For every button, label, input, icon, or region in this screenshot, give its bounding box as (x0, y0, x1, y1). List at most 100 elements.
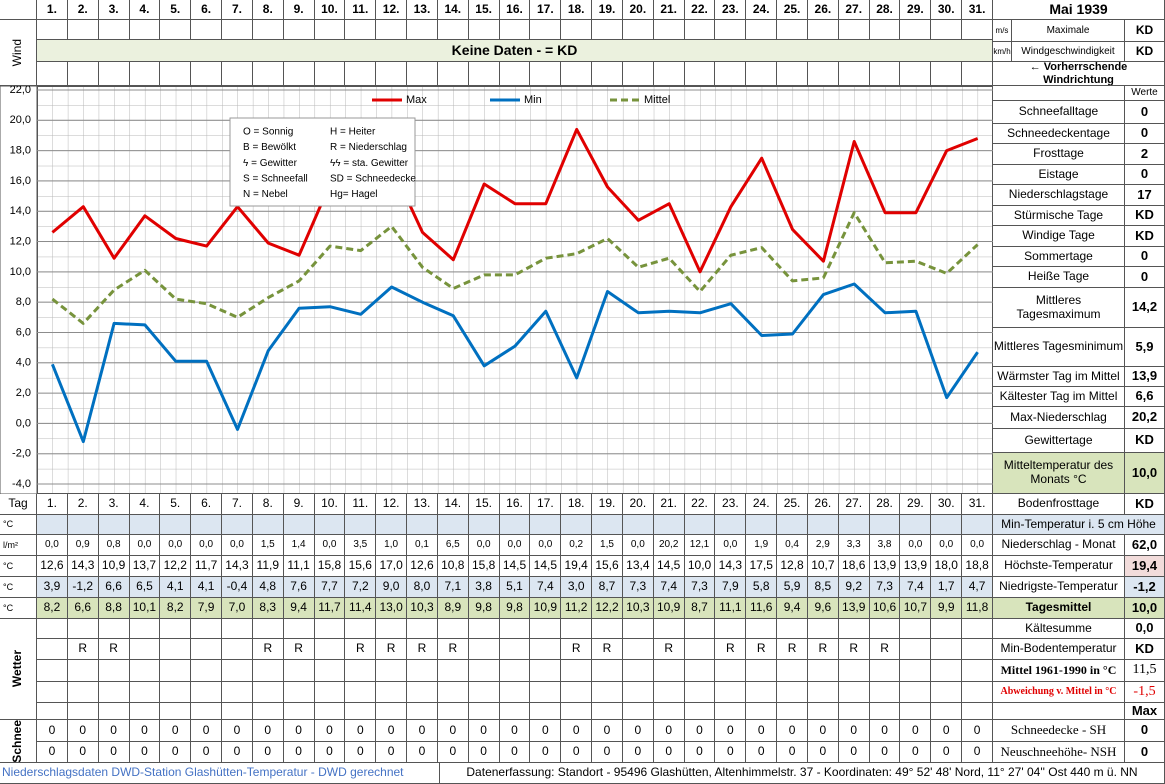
wind-cell (98, 62, 130, 86)
data-cell: 0 (37, 742, 68, 763)
data-cell (129, 682, 161, 703)
day-header: 14. (437, 494, 469, 515)
data-cell: 0,0 (314, 535, 346, 556)
stat-label: Schneedeckentage (993, 124, 1125, 144)
data-cell (838, 619, 870, 639)
series-line (51, 211, 979, 325)
data-cell: -1,2 (67, 577, 99, 598)
wind-cell (499, 62, 531, 86)
data-cell: 8,7 (592, 577, 623, 598)
data-cell (931, 703, 963, 720)
day-header: 19. (592, 494, 623, 515)
stat-label: Heiße Tage (993, 267, 1125, 288)
summary-label: Niederschlag - Monat (993, 535, 1125, 556)
data-cell: 0 (777, 720, 808, 742)
wind-cell (530, 20, 562, 40)
legend-label: Mittel (644, 94, 670, 106)
data-cell: 0 (838, 742, 870, 763)
summary-value: -1,5 (1125, 682, 1165, 703)
data-cell: 12,6 (37, 556, 68, 577)
data-cell (715, 515, 747, 535)
summary-label: Niedrigste-Temperatur (993, 577, 1125, 598)
data-cell (345, 682, 377, 703)
data-cell: 0 (160, 742, 192, 763)
data-cell: -0,4 (222, 577, 253, 598)
wind-cell (345, 62, 377, 86)
wind-cell (592, 20, 623, 40)
data-cell: 0 (900, 720, 932, 742)
data-cell: 1,5 (252, 535, 284, 556)
summary-value: -1,2 (1125, 577, 1165, 598)
day-header: 23. (715, 0, 747, 20)
month-title: Mai 1939 (993, 0, 1165, 20)
data-cell (283, 619, 315, 639)
day-header: 21. (653, 494, 685, 515)
data-cell: 0 (129, 742, 161, 763)
wind-cell (160, 20, 192, 40)
data-cell (283, 703, 315, 720)
data-cell (684, 515, 716, 535)
data-cell: 0 (37, 720, 68, 742)
series-line (51, 282, 979, 444)
data-cell (684, 660, 716, 682)
data-cell: 0 (252, 720, 284, 742)
data-cell: 0 (222, 720, 253, 742)
data-cell: 3,0 (561, 577, 593, 598)
data-cell (746, 703, 778, 720)
summary-value: 0 (1125, 720, 1165, 742)
data-cell: 0 (746, 720, 778, 742)
data-cell (869, 703, 901, 720)
wind-cell (376, 20, 408, 40)
data-cell (376, 660, 408, 682)
data-cell: 6,5 (437, 535, 469, 556)
stat-value: 2 (1125, 144, 1165, 165)
data-cell: 7,0 (222, 598, 253, 619)
wind-cell (777, 20, 808, 40)
stat-label: Frosttage (993, 144, 1125, 165)
data-cell (160, 515, 192, 535)
data-cell: 8,9 (437, 598, 469, 619)
wind-cell (222, 62, 253, 86)
day-header: 11. (345, 0, 377, 20)
data-cell (962, 703, 993, 720)
stat-value: 0 (1125, 165, 1165, 185)
day-header: 9. (283, 494, 315, 515)
wind-cell (777, 62, 808, 86)
data-cell: 8,3 (252, 598, 284, 619)
data-cell: 0 (962, 742, 993, 763)
stat-label: Wärmster Tag im Mittel (993, 367, 1125, 387)
data-cell: 0 (160, 720, 192, 742)
data-cell: 12,1 (684, 535, 716, 556)
data-cell: 7,3 (622, 577, 654, 598)
stat-label: Gewittertage (993, 429, 1125, 453)
wind-cell (222, 20, 253, 40)
data-cell: 0 (345, 720, 377, 742)
data-cell: 19,4 (561, 556, 593, 577)
data-cell (191, 619, 223, 639)
data-cell (468, 619, 500, 639)
data-cell: 0 (98, 742, 130, 763)
data-cell: R (283, 639, 315, 660)
data-cell: 9,4 (283, 598, 315, 619)
data-cell (222, 682, 253, 703)
wind-cell (561, 20, 593, 40)
data-cell: 0 (684, 720, 716, 742)
wind-cell (98, 20, 130, 40)
data-cell (437, 619, 469, 639)
weather-label: Wetter (0, 619, 37, 720)
data-cell: 14,5 (530, 556, 562, 577)
wind-cell (653, 62, 685, 86)
day-header: 12. (376, 0, 408, 20)
max-wind-value: KD (1125, 42, 1165, 62)
day-header: 26. (807, 0, 839, 20)
data-cell: 6,6 (98, 577, 130, 598)
data-cell: 15,6 (592, 556, 623, 577)
data-cell (129, 619, 161, 639)
chart: -4,0 -2,0 0,0 2,0 4,0 6,0 8,0 10,0 12,0 14,0 16,0 1… (0, 86, 993, 494)
data-cell: 0 (869, 720, 901, 742)
wind-cell (37, 20, 68, 40)
data-cell (252, 682, 284, 703)
wind-cell (684, 20, 716, 40)
data-cell: 11,1 (283, 556, 315, 577)
summary-value: 11,5 (1125, 660, 1165, 682)
